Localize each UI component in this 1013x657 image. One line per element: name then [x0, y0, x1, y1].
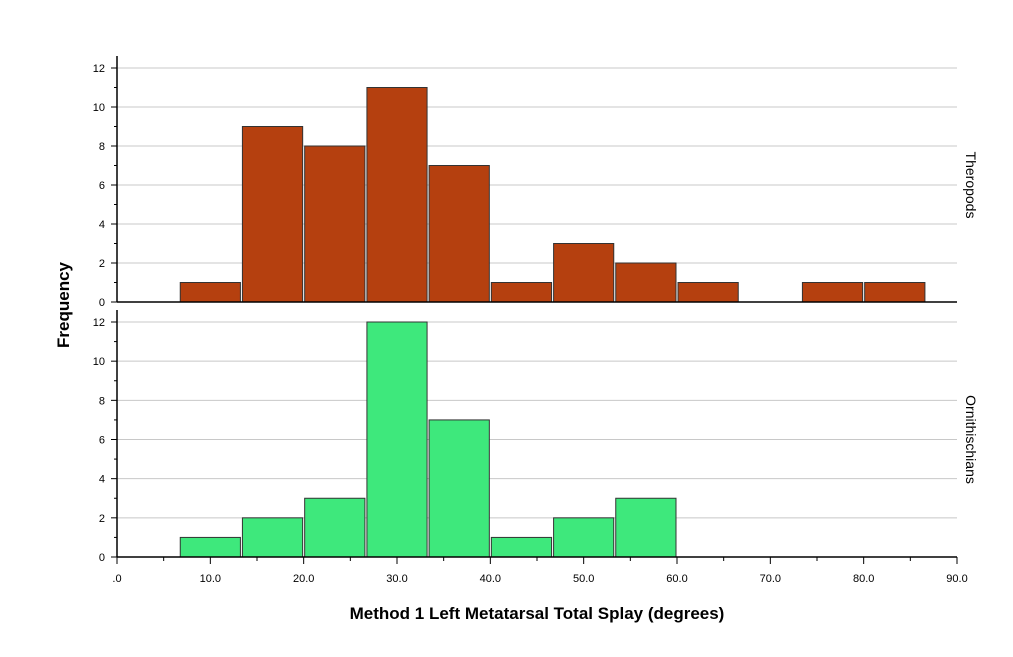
y-tick-label: 2: [99, 513, 105, 525]
bar-theropods-5: [428, 165, 490, 303]
panel-label-ornithischians: Ornithischians: [963, 395, 979, 484]
x-axis-title: Method 1 Left Metatarsal Total Splay (de…: [350, 604, 725, 623]
bar-theropods-2: [241, 126, 304, 303]
x-tick-label: 50.0: [573, 573, 594, 585]
bar-ornithischians-7: [553, 517, 615, 558]
bar-theropods-3: [304, 145, 366, 303]
panels-layer: 0 2 4 6 8 10 12 Theropods 0 2 4 6 8 10 12 Ornithischian…: [93, 56, 979, 564]
x-tick-label: 70.0: [760, 573, 781, 585]
x-tick-label: 40.0: [480, 573, 501, 585]
x-axis: .0 10.0 20.0 30.0 40.0 50.0 60.0 70.0 80.0 90.0: [112, 557, 968, 585]
bar-ornithischians-1: [179, 536, 241, 558]
panel-theropods: 0 2 4 6 8 10 12 Theropods: [93, 56, 979, 309]
bar-theropods-9: [677, 282, 739, 303]
y-tick-label: 0: [99, 297, 105, 309]
x-tick-label: 20.0: [293, 573, 314, 585]
bar-theropods-1: [179, 282, 241, 303]
bar-ornithischians-6: [490, 536, 553, 558]
bar-ornithischians-4: [366, 321, 428, 558]
x-tick-label: 60.0: [666, 573, 687, 585]
panel-label-theropods: Theropods: [963, 152, 979, 219]
y-tick-label: 10: [93, 102, 105, 114]
y-tick-label: 0: [99, 552, 105, 564]
bar-theropods-8: [615, 262, 677, 303]
x-tick-label: 80.0: [853, 573, 874, 585]
y-tick-label: 4: [99, 219, 105, 231]
bar-theropods-6: [490, 282, 553, 303]
bar-ornithischians-5: [428, 419, 490, 558]
x-tick-label: 10.0: [200, 573, 221, 585]
panel-ornithischians: 0 2 4 6 8 10 12 Ornithischians: [93, 310, 979, 564]
bar-theropods-12: [864, 282, 926, 303]
y-tick-label: 8: [99, 141, 105, 153]
bar-ornithischians-2: [241, 517, 304, 558]
y-tick-label: 6: [99, 180, 105, 192]
bar-theropods-4: [366, 87, 428, 303]
bar-ornithischians-3: [304, 497, 366, 558]
bar-theropods-7: [553, 243, 615, 303]
y-tick-label: 10: [93, 356, 105, 368]
y-tick-label: 6: [99, 435, 105, 447]
y-axis-title: Frequency: [54, 261, 73, 348]
y-tick-label: 8: [99, 395, 105, 407]
y-tick-label: 2: [99, 258, 105, 270]
y-tick-label: 12: [93, 63, 105, 75]
bar-theropods-11: [801, 282, 864, 303]
y-tick-label: 12: [93, 317, 105, 329]
y-tick-label: 4: [99, 474, 105, 486]
x-tick-label: 90.0: [946, 573, 967, 585]
x-tick-label: .0: [112, 573, 121, 585]
x-tick-label: 30.0: [386, 573, 407, 585]
bar-ornithischians-8: [615, 497, 677, 558]
